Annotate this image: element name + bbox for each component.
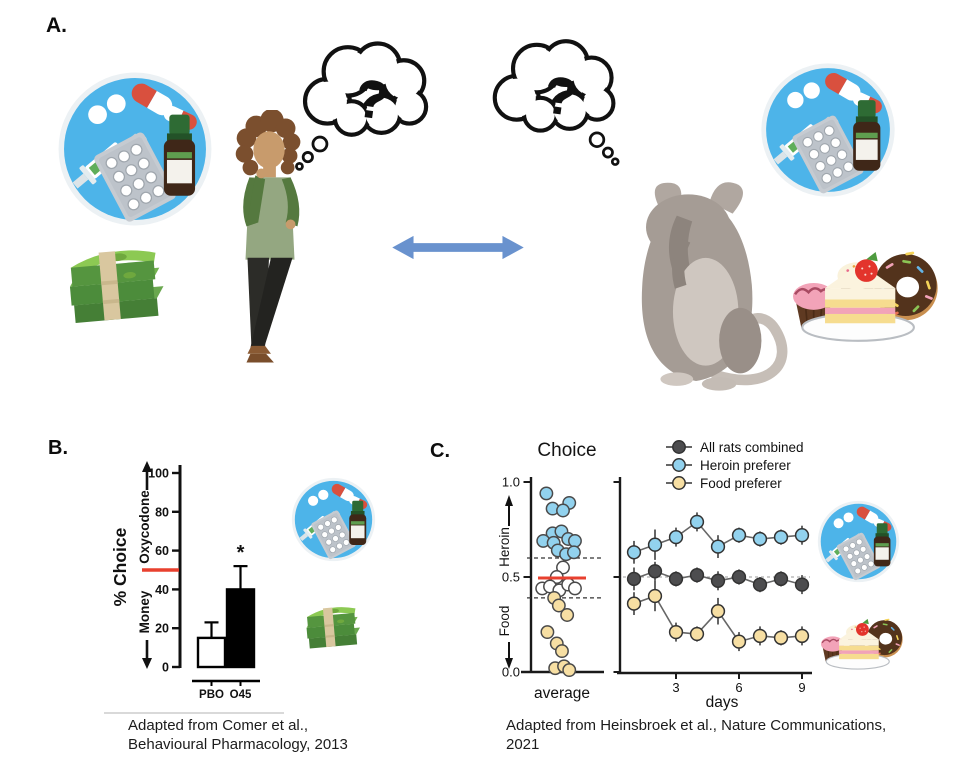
panel-c-caption-line2: 2021 [506,736,540,753]
svg-text:Money: Money [137,590,152,633]
panel-a-label: A. [46,14,67,37]
sweets-icon [820,618,904,670]
svg-text:80: 80 [155,505,169,519]
svg-text:0.0: 0.0 [502,665,520,680]
svg-text:0.5: 0.5 [502,570,520,585]
legend-item: Heroin preferer [664,456,804,474]
panel-b-caption-line2: Behavioural Pharmacology, 2013 [128,736,348,753]
svg-text:100: 100 [148,467,169,481]
panel-c-caption-line1: Adapted from Heinsbroek et al., Nature C… [506,717,887,734]
drugs-icon [760,62,896,198]
thought-bubble-icon: ? [482,32,620,166]
svg-text:PBO: PBO [199,689,224,701]
panel-c-legend: All rats combined Heroin preferer Food pre… [664,438,804,492]
legend-marker-icon [666,458,692,472]
svg-text:20: 20 [155,622,169,636]
svg-text:O45: O45 [230,689,252,701]
legend-item: All rats combined [664,438,804,456]
panel-b-bar-chart: 0 20 40 60 80 100 Oxycodone Money % Choice PBO * O4… [110,461,260,701]
money-icon [67,247,167,324]
svg-text:Heroin: Heroin [497,527,512,567]
legend-label: All rats combined [700,439,804,455]
money-icon [304,605,362,649]
legend-marker-icon [666,476,692,490]
svg-text:Oxycodone: Oxycodone [137,490,152,564]
svg-text:Food: Food [497,606,512,637]
drugs-icon [817,500,900,583]
drugs-icon [291,477,376,562]
svg-text:6: 6 [735,680,742,695]
panel-c-title: Choice [537,440,597,461]
legend-marker-icon [666,440,692,454]
panel-b-caption: Adapted from Comer et al., Behavioural P… [128,716,388,754]
panel-c-charts: 1.0 0.5 0.0 Heroin Food average 3 6 9 days [497,475,812,711]
legend-label: Heroin preferer [700,457,791,473]
svg-text:*: * [237,542,245,564]
svg-text:1.0: 1.0 [502,475,520,490]
thought-bubble-icon: ? [295,34,441,171]
svg-text:0: 0 [162,661,169,675]
sweets-icon [791,250,940,343]
caption-divider [104,712,284,714]
panel-b-caption-line1: Adapted from Comer et al., [128,717,309,734]
svg-text:40: 40 [155,583,169,597]
panel-c-label: C. [430,440,450,462]
svg-text:average: average [534,685,590,702]
svg-text:3: 3 [672,680,679,695]
legend-item: Food preferer [664,474,804,492]
svg-text:% Choice: % Choice [110,527,130,606]
panel-c-caption: Adapted from Heinsbroek et al., Nature C… [506,716,956,754]
double-arrow-icon [392,235,524,260]
legend-label: Food preferer [700,475,782,491]
svg-text:days: days [706,694,739,711]
person-figure [235,110,301,363]
panel-b-label: B. [48,437,68,459]
svg-text:60: 60 [155,544,169,558]
svg-text:9: 9 [798,680,805,695]
rat-figure [641,182,788,391]
drugs-icon [57,71,213,227]
